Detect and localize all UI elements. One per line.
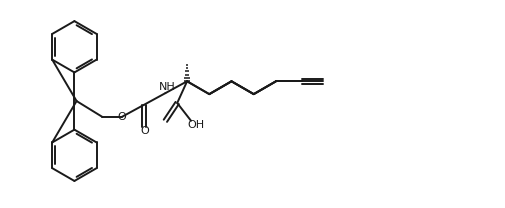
Text: NH: NH bbox=[159, 82, 175, 92]
Text: O: O bbox=[140, 126, 149, 136]
Text: OH: OH bbox=[187, 120, 204, 130]
Text: O: O bbox=[117, 112, 126, 122]
